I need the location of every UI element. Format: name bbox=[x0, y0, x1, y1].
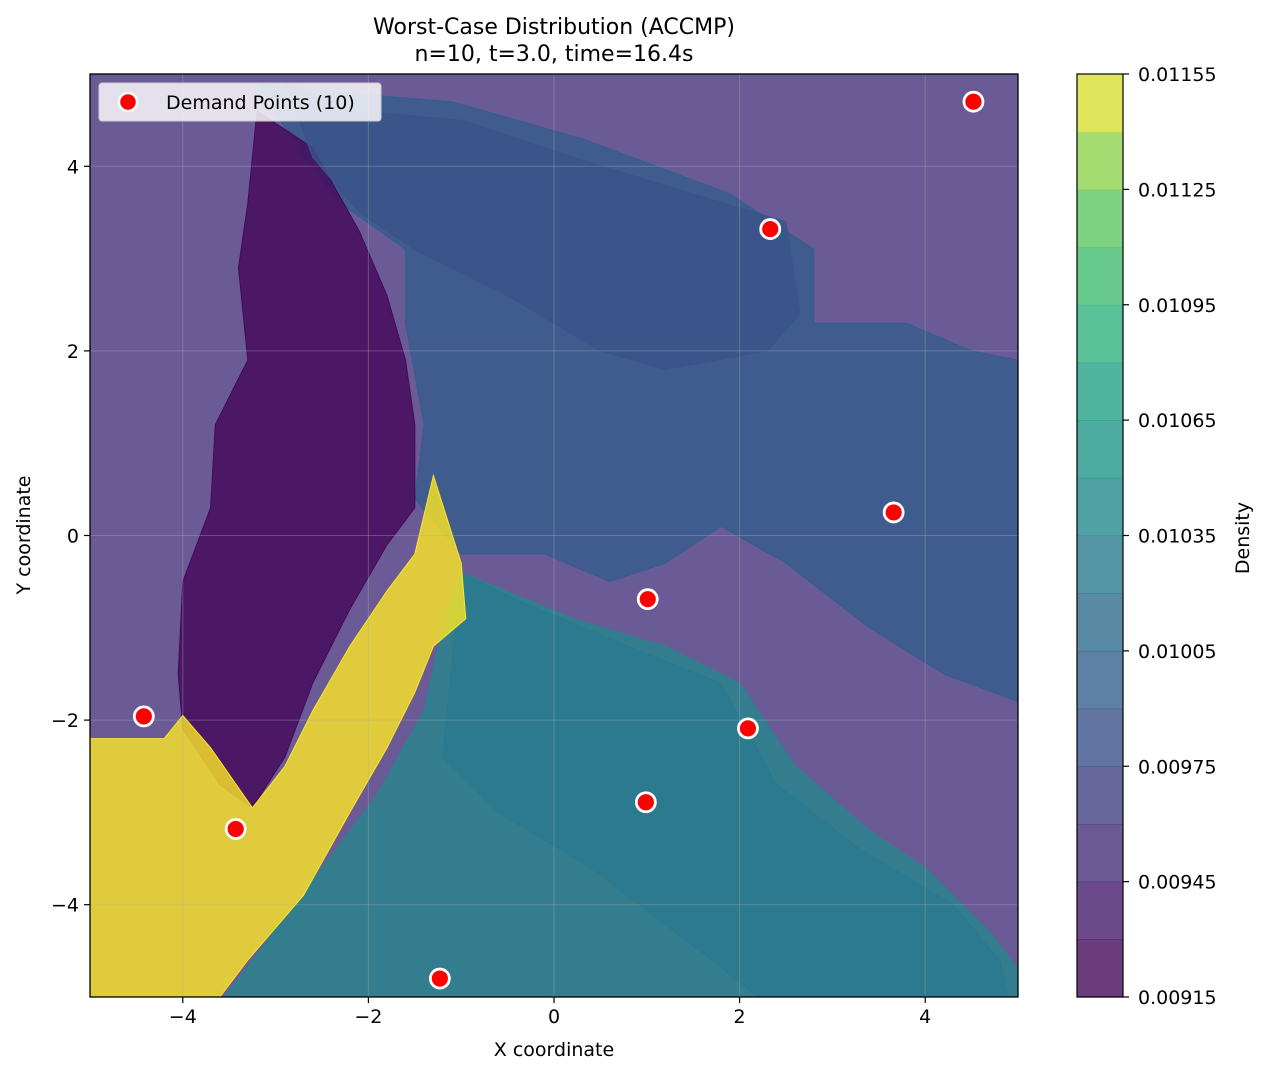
colorbar-tick-label: 0.00915 bbox=[1138, 987, 1217, 1009]
grid-lines bbox=[90, 74, 1018, 997]
demand-point bbox=[759, 218, 782, 240]
demand-point bbox=[962, 90, 985, 113]
y-axis: −4 −2 0 2 4 bbox=[51, 156, 90, 917]
colorbar-tick-label: 0.01155 bbox=[1138, 64, 1217, 86]
x-axis-label: X coordinate bbox=[494, 1039, 614, 1061]
colorbar-segment bbox=[1077, 189, 1123, 248]
legend-marker bbox=[117, 91, 139, 113]
colorbar-tick-label: 0.01095 bbox=[1138, 295, 1217, 317]
y-tick-label: −2 bbox=[51, 710, 79, 732]
colorbar-segment bbox=[1077, 939, 1123, 998]
colorbar-segment bbox=[1077, 766, 1123, 825]
demand-point bbox=[428, 967, 451, 990]
colorbar: 0.00915 0.00945 0.00975 0.01005 0.01035 0.010… bbox=[1076, 64, 1217, 1009]
demand-point bbox=[224, 818, 247, 840]
colorbar-tick-label: 0.01065 bbox=[1138, 410, 1217, 432]
colorbar-segment bbox=[1077, 131, 1123, 190]
plot-area bbox=[90, 74, 1018, 997]
colorbar-tick-label: 0.01035 bbox=[1138, 526, 1217, 548]
x-tick-label: −2 bbox=[354, 1006, 382, 1028]
colorbar-label: Density bbox=[1232, 502, 1254, 574]
demand-point bbox=[737, 717, 759, 740]
density-regions bbox=[90, 74, 1018, 997]
y-axis-label: Y coordinate bbox=[13, 476, 35, 596]
demand-points bbox=[132, 90, 985, 990]
colorbar-segment bbox=[1077, 74, 1123, 133]
y-tick-label: 2 bbox=[67, 341, 79, 363]
demand-point bbox=[882, 501, 905, 524]
colorbar-tick-label: 0.00975 bbox=[1138, 756, 1217, 778]
y-tick-label: 4 bbox=[67, 156, 79, 178]
density-region-lower-mid-region bbox=[442, 571, 1010, 997]
x-axis: −4 −2 0 2 4 bbox=[169, 997, 931, 1028]
demand-point bbox=[636, 588, 659, 611]
legend: Demand Points (10) bbox=[98, 82, 382, 122]
x-tick-label: 2 bbox=[734, 1006, 746, 1028]
y-tick-label: −4 bbox=[51, 895, 79, 917]
demand-point bbox=[634, 791, 657, 814]
colorbar-tick-label: 0.00945 bbox=[1138, 872, 1217, 894]
colorbar-tick-label: 0.01005 bbox=[1138, 641, 1217, 663]
colorbar-segment bbox=[1077, 535, 1123, 594]
chart-subtitle: n=10, t=3.0, time=16.4s bbox=[415, 42, 694, 67]
colorbar-segment bbox=[1077, 304, 1123, 364]
legend-box bbox=[98, 82, 382, 122]
chart-title: Worst-Case Distribution (ACCMP) bbox=[373, 15, 735, 40]
colorbar-segment bbox=[1077, 362, 1123, 421]
legend-label: Demand Points (10) bbox=[166, 92, 355, 114]
x-tick-label: 4 bbox=[919, 1006, 931, 1028]
colorbar-segment bbox=[1077, 708, 1123, 767]
colorbar-tick-label: 0.01125 bbox=[1138, 179, 1217, 201]
colorbar-segment bbox=[1077, 420, 1123, 479]
x-tick-label: −4 bbox=[169, 1006, 197, 1028]
colorbar-segment bbox=[1077, 823, 1123, 883]
colorbar-segment bbox=[1077, 247, 1123, 306]
density-region-purple-spine-region bbox=[177, 110, 416, 809]
colorbar-segment bbox=[1077, 881, 1123, 940]
density-region-upper-right-plateau-region bbox=[284, 82, 801, 370]
demand-point bbox=[132, 705, 155, 728]
colorbar-segment bbox=[1077, 650, 1123, 710]
x-tick-label: 0 bbox=[548, 1006, 560, 1028]
colorbar-segment bbox=[1077, 477, 1123, 537]
density-region-yellow-chevron-region bbox=[90, 473, 467, 997]
colorbar-segment bbox=[1077, 593, 1123, 652]
y-tick-label: 0 bbox=[67, 526, 79, 548]
